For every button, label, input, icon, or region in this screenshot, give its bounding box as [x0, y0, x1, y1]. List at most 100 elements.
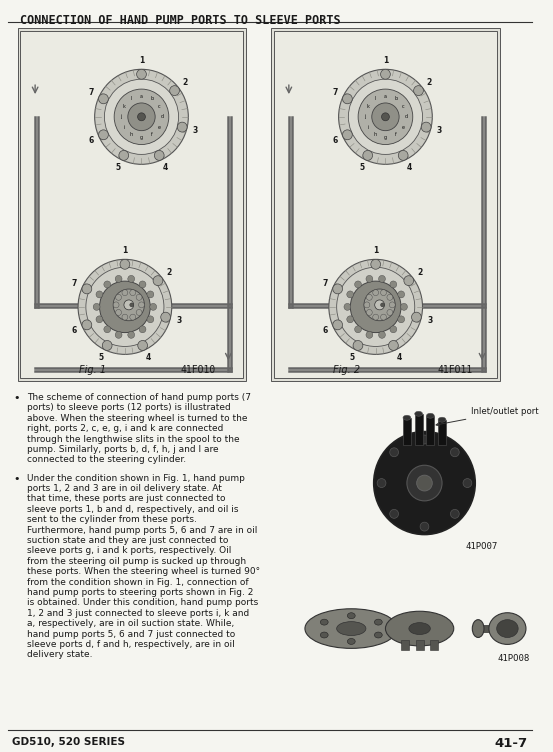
Circle shape: [377, 478, 386, 487]
Circle shape: [353, 341, 363, 350]
Circle shape: [374, 432, 475, 535]
Ellipse shape: [337, 622, 366, 635]
Circle shape: [347, 291, 353, 298]
Text: 5: 5: [116, 163, 121, 172]
Circle shape: [398, 150, 408, 160]
Text: connected to the steering cylinder.: connected to the steering cylinder.: [27, 456, 186, 464]
Circle shape: [404, 276, 414, 286]
Bar: [272, 28, 499, 381]
Circle shape: [371, 259, 380, 269]
Bar: [426, 416, 434, 445]
Text: above. When the steering wheel is turned to the: above. When the steering wheel is turned…: [27, 414, 248, 423]
Text: these ports. When the steering wheel is turned 90°: these ports. When the steering wheel is …: [27, 567, 260, 576]
Circle shape: [128, 275, 134, 282]
Text: 5: 5: [349, 353, 354, 362]
Text: 6: 6: [322, 326, 328, 335]
Circle shape: [93, 303, 100, 311]
Circle shape: [380, 314, 387, 320]
Circle shape: [398, 291, 405, 298]
Circle shape: [380, 303, 384, 307]
Circle shape: [451, 447, 459, 456]
Ellipse shape: [438, 417, 446, 422]
Text: 2: 2: [417, 268, 422, 277]
Circle shape: [420, 435, 429, 444]
Text: 2: 2: [166, 268, 171, 277]
Bar: [430, 641, 438, 650]
Text: 41FO11: 41FO11: [437, 365, 472, 375]
Circle shape: [338, 69, 432, 165]
Circle shape: [366, 332, 373, 338]
Circle shape: [382, 113, 389, 121]
Ellipse shape: [415, 411, 422, 417]
Circle shape: [82, 284, 92, 294]
Text: k: k: [122, 104, 125, 109]
Ellipse shape: [497, 620, 518, 638]
Text: g: g: [140, 135, 143, 140]
Circle shape: [96, 316, 103, 323]
Circle shape: [130, 290, 135, 296]
Text: right, ports 2, c, e, g, i and k are connected: right, ports 2, c, e, g, i and k are con…: [27, 424, 224, 433]
Circle shape: [86, 267, 164, 347]
Ellipse shape: [409, 623, 430, 635]
Circle shape: [364, 289, 395, 320]
Circle shape: [337, 267, 415, 347]
Text: Fig. 1: Fig. 1: [79, 365, 106, 375]
Circle shape: [104, 326, 111, 333]
Circle shape: [122, 290, 128, 296]
Circle shape: [358, 89, 413, 144]
Text: 1: 1: [139, 56, 144, 65]
Bar: [403, 417, 411, 445]
Text: pump. Similarly, ports b, d, f, h, j and l are: pump. Similarly, ports b, d, f, h, j and…: [27, 445, 219, 454]
Ellipse shape: [374, 632, 382, 638]
Circle shape: [387, 294, 393, 300]
Circle shape: [379, 275, 385, 282]
Text: ports 1, 2 and 3 are in oil delivery state. At: ports 1, 2 and 3 are in oil delivery sta…: [27, 484, 222, 493]
Ellipse shape: [472, 620, 484, 638]
Circle shape: [122, 314, 128, 320]
Circle shape: [105, 79, 179, 154]
Circle shape: [416, 475, 432, 491]
Text: f: f: [151, 132, 153, 138]
Circle shape: [116, 294, 122, 300]
Text: e: e: [158, 125, 161, 129]
Circle shape: [421, 122, 431, 132]
Circle shape: [170, 86, 179, 96]
Bar: [20, 31, 243, 378]
Circle shape: [138, 341, 148, 350]
Text: h: h: [130, 132, 133, 138]
Circle shape: [147, 291, 154, 298]
Ellipse shape: [403, 415, 411, 420]
Text: b: b: [150, 96, 153, 102]
Text: 7: 7: [88, 89, 94, 98]
Text: 4: 4: [406, 163, 411, 172]
Text: l: l: [374, 96, 376, 102]
Circle shape: [104, 281, 111, 288]
Circle shape: [342, 94, 352, 104]
Text: 3: 3: [427, 316, 432, 325]
Text: from the condition shown in Fig. 1, connection of: from the condition shown in Fig. 1, conn…: [27, 578, 249, 587]
Text: g: g: [384, 135, 387, 140]
Bar: [416, 641, 424, 650]
Text: 6: 6: [88, 136, 93, 145]
Text: 7: 7: [332, 89, 338, 98]
Circle shape: [389, 341, 398, 350]
Circle shape: [390, 509, 399, 518]
Text: sent to the cylinder from these ports.: sent to the cylinder from these ports.: [27, 515, 197, 524]
Text: 1: 1: [383, 56, 388, 65]
Circle shape: [128, 103, 155, 131]
Circle shape: [329, 259, 422, 354]
Circle shape: [150, 303, 156, 311]
Text: 2: 2: [427, 77, 432, 86]
Circle shape: [400, 303, 408, 311]
Ellipse shape: [305, 609, 398, 648]
Circle shape: [387, 310, 393, 315]
Ellipse shape: [320, 632, 328, 638]
Circle shape: [130, 314, 135, 320]
Text: Fig. 2: Fig. 2: [333, 365, 360, 375]
Circle shape: [451, 509, 459, 518]
Text: a, respectively, are in oil suction state. While,: a, respectively, are in oil suction stat…: [27, 619, 234, 628]
Text: 5: 5: [359, 163, 364, 172]
Circle shape: [373, 314, 379, 320]
Text: from the steering oil pump is sucked up through: from the steering oil pump is sucked up …: [27, 556, 247, 566]
Text: CONNECTION OF HAND PUMP PORTS TO SLEEVE PORTS: CONNECTION OF HAND PUMP PORTS TO SLEEVE …: [19, 14, 340, 27]
